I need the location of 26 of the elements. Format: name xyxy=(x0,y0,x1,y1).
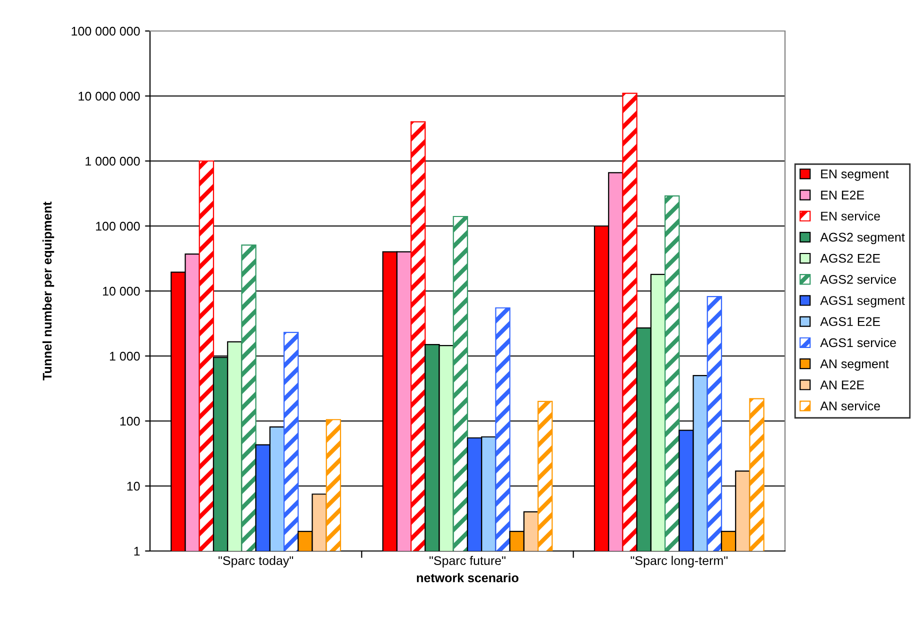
legend-label: AN segment xyxy=(820,359,889,371)
legend-label: EN segment xyxy=(821,170,889,181)
legend-label: AGS1 E2E xyxy=(820,317,880,326)
legend-label: AGS2 segment xyxy=(820,232,905,244)
legend-label: EN E2E xyxy=(821,190,864,200)
y-axis-title: Tunnel number per equipment xyxy=(42,202,54,380)
legend-label: AGS1 service xyxy=(820,338,896,348)
y-tick-label: 100 000 000 xyxy=(72,26,140,36)
x-tick-label: "Sparc long-term" xyxy=(630,556,728,568)
y-tick-label: 100 000 xyxy=(96,222,140,231)
legend-label: AN service xyxy=(820,401,880,410)
y-tick-label: 10 000 xyxy=(103,286,140,296)
y-tick-label: 10 000 000 xyxy=(78,92,140,101)
x-tick-label: "Sparc today" xyxy=(218,556,294,568)
legend-label: AGS2 service xyxy=(820,274,896,284)
y-tick-label: 1 000 000 xyxy=(86,156,140,166)
legend-label: AN E2E xyxy=(820,380,864,390)
x-axis-title: network scenario xyxy=(416,573,518,582)
y-tick-label: 1 000 xyxy=(110,352,140,361)
y-tick-label: 10 xyxy=(127,482,140,491)
y-tick-label: 100 xyxy=(120,416,140,426)
legend-label: EN service xyxy=(821,211,880,221)
legend-label: AGS2 E2E xyxy=(820,254,880,263)
x-tick-label: "Sparc future" xyxy=(430,556,506,568)
legend-label: AGS1 segment xyxy=(820,296,905,308)
y-tick-label: 1 xyxy=(134,546,140,556)
